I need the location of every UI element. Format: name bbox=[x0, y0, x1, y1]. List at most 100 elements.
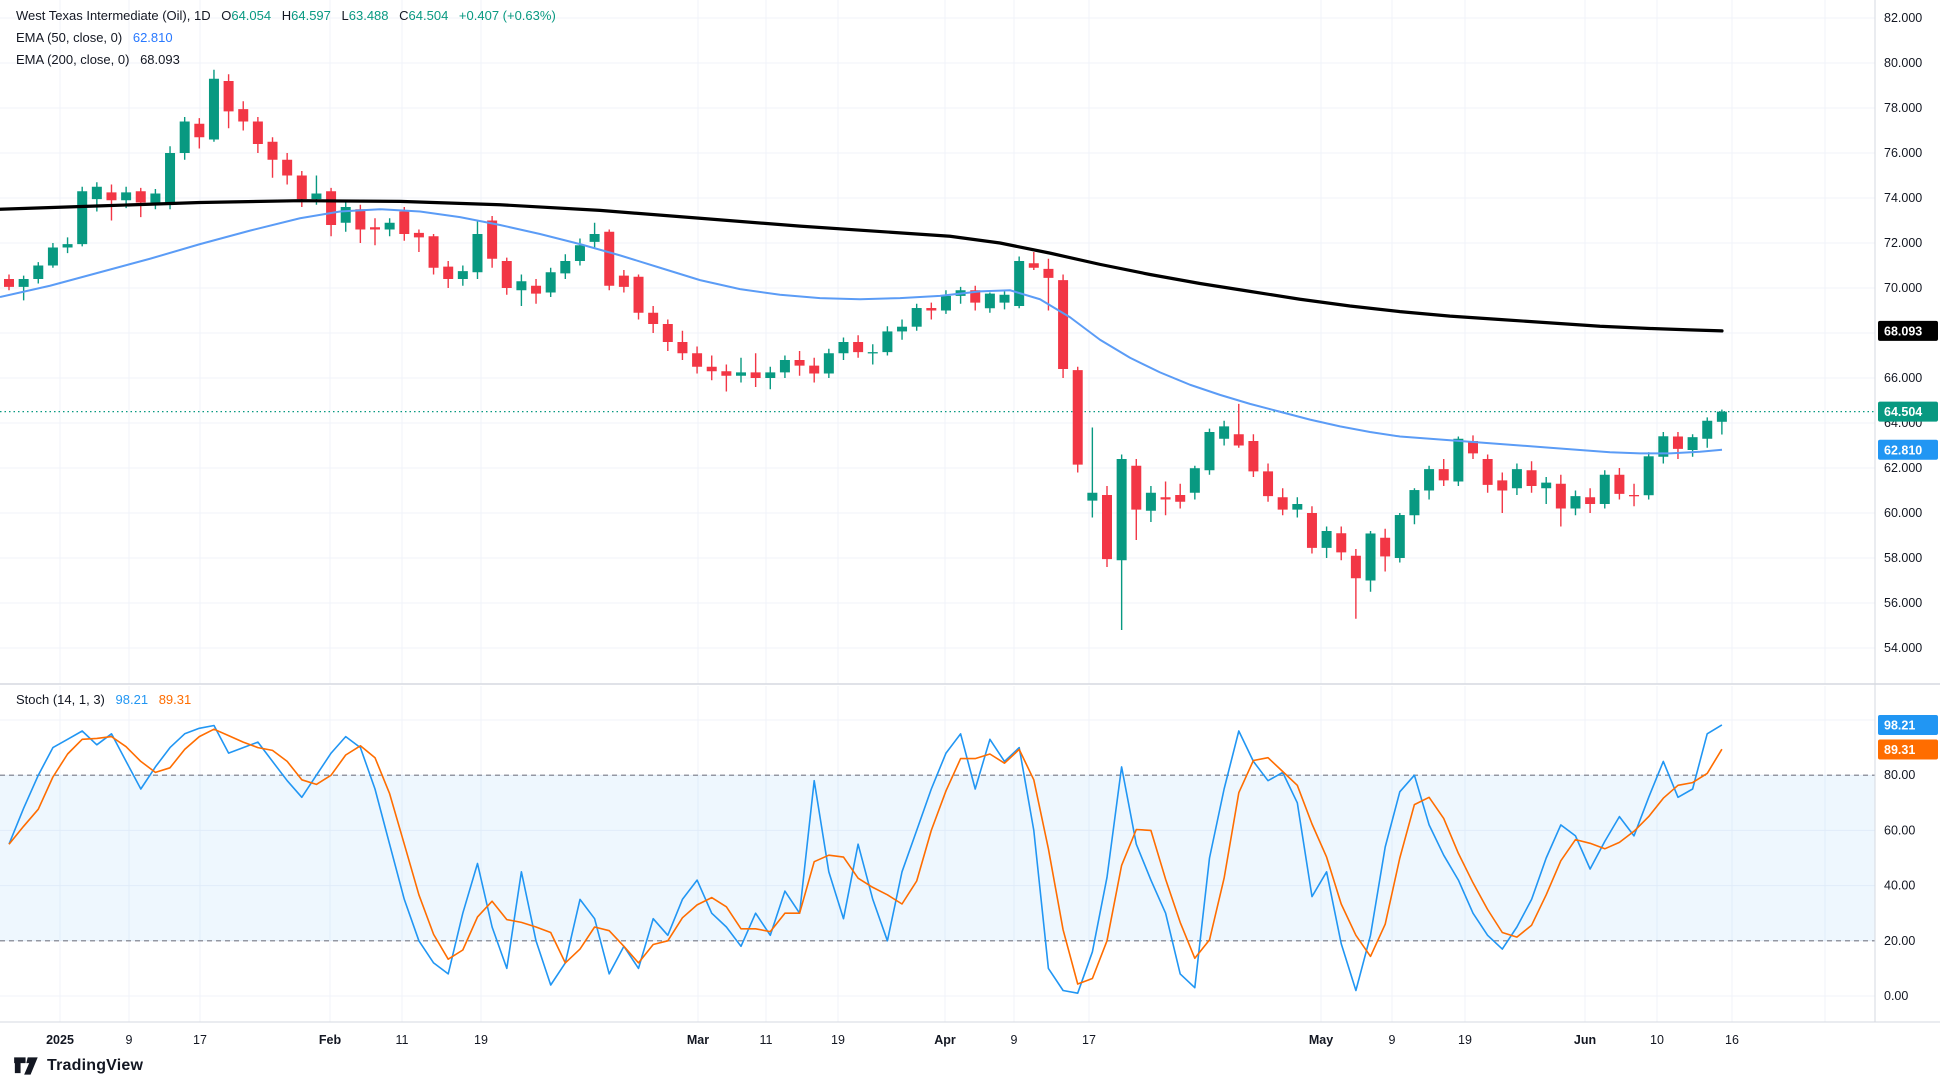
stoch-axis-label: 80.00 bbox=[1884, 768, 1915, 782]
stoch-k-line bbox=[8, 724, 1723, 994]
candle-body bbox=[1204, 432, 1215, 471]
candle-body bbox=[1043, 268, 1054, 278]
candle-body bbox=[604, 231, 615, 286]
ema200-value: 68.093 bbox=[140, 52, 180, 67]
candle-body bbox=[267, 141, 278, 160]
ohlc-h-value: 64.597 bbox=[291, 8, 331, 23]
time-axis-label: 17 bbox=[1082, 1033, 1096, 1047]
price-axis-label: 76.000 bbox=[1884, 146, 1922, 160]
candle-body bbox=[1365, 533, 1376, 581]
candle-body bbox=[809, 365, 820, 374]
candle-body bbox=[1014, 261, 1025, 306]
stoch-axis-label: 60.00 bbox=[1884, 823, 1915, 837]
stoch-band bbox=[0, 775, 1875, 941]
price-axis-label: 62.000 bbox=[1884, 461, 1922, 475]
candle-body bbox=[736, 372, 746, 376]
candle-body bbox=[1072, 370, 1083, 465]
candle-body bbox=[677, 342, 688, 354]
price-axis-label: 74.000 bbox=[1884, 191, 1922, 205]
candle-body bbox=[882, 331, 893, 353]
stoch-k-badge: 98.21 bbox=[1884, 718, 1915, 732]
candle-body bbox=[296, 175, 307, 200]
candle-body bbox=[1380, 537, 1391, 557]
tradingview-logo[interactable]: TradingView bbox=[14, 1056, 143, 1076]
candle-body bbox=[574, 245, 585, 261]
candle-body bbox=[501, 261, 512, 288]
candle-body bbox=[62, 244, 73, 248]
price-axis-label: 58.000 bbox=[1884, 551, 1922, 565]
ema200-legend-row[interactable]: EMA (200, close, 0) 68.093 bbox=[16, 52, 180, 67]
candle-body bbox=[4, 279, 14, 287]
candle-body bbox=[911, 308, 922, 327]
candle-body bbox=[692, 353, 703, 367]
candle-body bbox=[33, 265, 44, 279]
candle-body bbox=[1702, 420, 1713, 439]
candle-body bbox=[1248, 441, 1259, 472]
candle-body bbox=[1306, 513, 1317, 548]
candle-body bbox=[238, 109, 249, 122]
candle-body bbox=[1350, 555, 1361, 579]
candle-body bbox=[1468, 441, 1478, 454]
candle-body bbox=[1672, 436, 1683, 449]
candle-body bbox=[340, 207, 351, 223]
tradingview-brand-text: TradingView bbox=[47, 1057, 144, 1074]
stoch-axis-label: 40.00 bbox=[1884, 879, 1915, 893]
candle-body bbox=[179, 121, 190, 153]
candle-body bbox=[1116, 459, 1127, 561]
ohlc-h-label: H bbox=[281, 8, 292, 23]
ohlc-c-value: 64.504 bbox=[408, 8, 449, 23]
time-axis-label: 11 bbox=[396, 1033, 409, 1047]
candle-body bbox=[926, 308, 937, 311]
candle-body bbox=[648, 312, 659, 324]
candle-body bbox=[121, 192, 132, 201]
candle-body bbox=[779, 360, 790, 373]
ohlc-l-label: L bbox=[341, 8, 349, 23]
time-axis-label: May bbox=[1309, 1033, 1333, 1047]
price-axis-label: 82.000 bbox=[1884, 11, 1922, 25]
candle-body bbox=[1585, 497, 1596, 504]
candle-body bbox=[1102, 495, 1112, 560]
price-axis-label: 56.000 bbox=[1884, 596, 1922, 610]
time-axis-label: 9 bbox=[1389, 1033, 1396, 1047]
candle-body bbox=[853, 342, 864, 353]
candle-body bbox=[1336, 533, 1347, 553]
ohlc-change-value: +0.407 (+0.63%) bbox=[458, 8, 556, 23]
candle-body bbox=[1145, 492, 1156, 511]
candle-body bbox=[794, 360, 805, 366]
candle-body bbox=[1424, 469, 1435, 491]
candle-body bbox=[662, 324, 673, 342]
last-price-badge: 64.504 bbox=[1884, 405, 1922, 419]
candle-body bbox=[1292, 504, 1303, 510]
price-axis-label: 60.000 bbox=[1884, 506, 1922, 520]
ema50-label: EMA (50, close, 0) bbox=[16, 30, 123, 45]
candle-body bbox=[750, 372, 761, 378]
stoch-k-badge-bg bbox=[1878, 714, 1938, 735]
time-axis-label: 17 bbox=[193, 1033, 207, 1047]
candle-body bbox=[1511, 469, 1522, 489]
candle-body bbox=[633, 276, 644, 313]
candle-body bbox=[706, 366, 717, 372]
candle-body bbox=[326, 191, 337, 225]
candle-body bbox=[194, 123, 205, 138]
ohlc-o-value: 64.054 bbox=[231, 8, 272, 23]
candle-body bbox=[765, 372, 776, 378]
symbol-title: West Texas Intermediate (Oil), 1D bbox=[16, 8, 211, 23]
candle-body bbox=[370, 227, 380, 230]
candle-body bbox=[208, 78, 219, 140]
price-axis-label: 72.000 bbox=[1884, 236, 1922, 250]
candle-body bbox=[984, 293, 995, 309]
candle-body bbox=[1409, 490, 1420, 516]
stoch-d-badge-bg bbox=[1878, 739, 1938, 760]
stoch-legend-row[interactable]: Stoch (14, 1, 3) 98.21 89.31 bbox=[16, 692, 191, 707]
symbol-legend-row[interactable]: West Texas Intermediate (Oil), 1D O64.05… bbox=[16, 8, 556, 23]
candle-body bbox=[457, 271, 468, 279]
time-axis-label: 10 bbox=[1650, 1033, 1664, 1047]
candle-body bbox=[618, 275, 629, 287]
ema50-value: 62.810 bbox=[132, 30, 173, 45]
ema50-legend-row[interactable]: EMA (50, close, 0) 62.810 bbox=[16, 30, 173, 45]
candle-body bbox=[47, 247, 58, 266]
ohlc-l-value: 63.488 bbox=[348, 8, 389, 23]
candle-body bbox=[91, 186, 102, 200]
